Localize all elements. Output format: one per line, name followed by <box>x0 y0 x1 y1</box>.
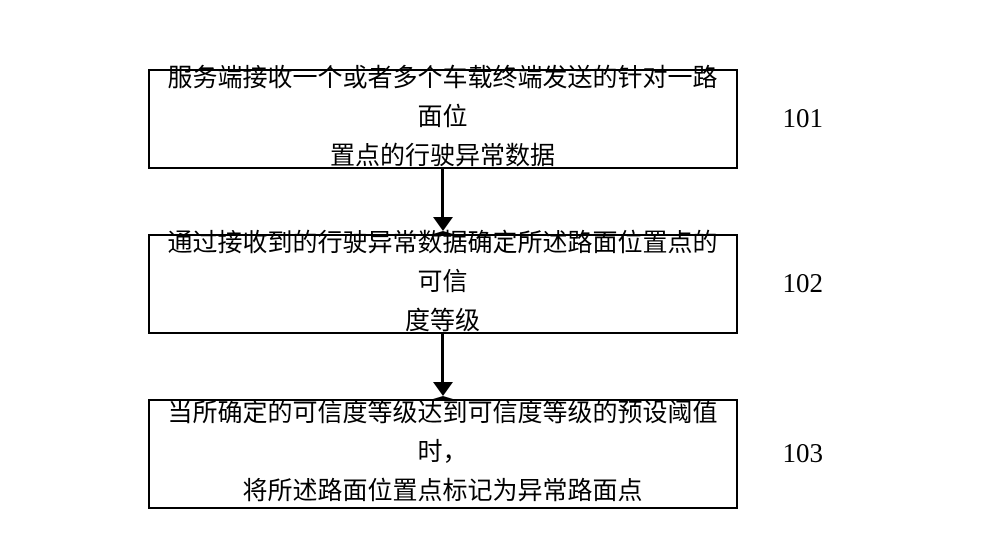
flow-step-label: 103 <box>783 438 853 469</box>
flow-step-box: 通过接收到的行驶异常数据确定所述路面位置点的可信 度等级 <box>148 234 738 334</box>
arrow-shaft <box>441 334 444 382</box>
arrow-shaft <box>441 169 444 217</box>
flow-connector-row <box>148 334 853 399</box>
flow-step-text: 通过接收到的行驶异常数据确定所述路面位置点的可信 度等级 <box>168 225 718 341</box>
flow-step-row: 服务端接收一个或者多个车载终端发送的针对一路面位 置点的行驶异常数据 101 <box>148 69 853 169</box>
flow-step-box: 服务端接收一个或者多个车载终端发送的针对一路面位 置点的行驶异常数据 <box>148 69 738 169</box>
flow-step-row: 通过接收到的行驶异常数据确定所述路面位置点的可信 度等级 102 <box>148 234 853 334</box>
flow-step-text: 当所确定的可信度等级达到可信度等级的预设阈值时， 将所述路面位置点标记为异常路面… <box>168 395 718 511</box>
flow-step-row: 当所确定的可信度等级达到可信度等级的预设阈值时， 将所述路面位置点标记为异常路面… <box>148 399 853 509</box>
flow-step-label: 101 <box>783 103 853 134</box>
flow-connector-row <box>148 169 853 234</box>
flow-arrow <box>148 169 738 234</box>
flow-arrow <box>148 334 738 399</box>
flow-step-text: 服务端接收一个或者多个车载终端发送的针对一路面位 置点的行驶异常数据 <box>168 60 718 176</box>
flow-step-label: 102 <box>783 268 853 299</box>
flow-step-box: 当所确定的可信度等级达到可信度等级的预设阈值时， 将所述路面位置点标记为异常路面… <box>148 399 738 509</box>
